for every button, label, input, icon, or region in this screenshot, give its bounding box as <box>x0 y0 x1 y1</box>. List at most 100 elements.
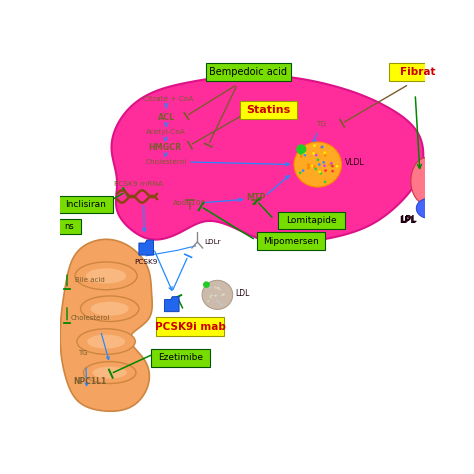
Ellipse shape <box>330 164 333 167</box>
Ellipse shape <box>319 172 322 174</box>
FancyBboxPatch shape <box>206 63 292 82</box>
Ellipse shape <box>324 169 327 172</box>
Text: LPL: LPL <box>401 215 417 224</box>
Ellipse shape <box>324 154 327 157</box>
Ellipse shape <box>311 165 314 167</box>
Ellipse shape <box>312 152 315 155</box>
Text: Acetyl-CoA: Acetyl-CoA <box>146 129 186 135</box>
Text: ApoB100: ApoB100 <box>173 200 207 206</box>
FancyBboxPatch shape <box>240 101 297 118</box>
Ellipse shape <box>296 144 306 154</box>
Ellipse shape <box>215 287 217 289</box>
Ellipse shape <box>321 146 324 148</box>
Ellipse shape <box>77 329 135 355</box>
Text: Cholesterol: Cholesterol <box>71 315 110 321</box>
Text: TG: TG <box>78 349 88 356</box>
Ellipse shape <box>83 362 136 383</box>
Text: Cholesterol: Cholesterol <box>146 159 187 165</box>
Text: Mipomersen: Mipomersen <box>263 237 319 246</box>
Ellipse shape <box>92 366 127 379</box>
Ellipse shape <box>214 295 217 297</box>
Ellipse shape <box>81 296 139 321</box>
Ellipse shape <box>313 144 316 147</box>
Ellipse shape <box>210 287 211 289</box>
Ellipse shape <box>322 161 325 164</box>
Polygon shape <box>139 240 154 255</box>
Text: Fibrat: Fibrat <box>401 67 436 77</box>
Ellipse shape <box>331 165 334 167</box>
Ellipse shape <box>75 262 137 290</box>
Text: NPC1L1: NPC1L1 <box>74 377 107 386</box>
Ellipse shape <box>91 301 128 316</box>
FancyBboxPatch shape <box>278 211 345 229</box>
Ellipse shape <box>323 164 326 167</box>
Ellipse shape <box>302 169 304 172</box>
Polygon shape <box>111 75 423 243</box>
Text: ACL: ACL <box>158 113 175 122</box>
Ellipse shape <box>307 167 310 170</box>
Text: Inclisiran: Inclisiran <box>65 200 106 209</box>
Ellipse shape <box>209 295 211 297</box>
Polygon shape <box>60 239 152 411</box>
Ellipse shape <box>86 268 126 283</box>
Text: PCSK9: PCSK9 <box>135 259 158 265</box>
FancyBboxPatch shape <box>58 219 82 234</box>
Ellipse shape <box>314 168 317 171</box>
Ellipse shape <box>303 152 306 155</box>
Ellipse shape <box>218 301 220 303</box>
Ellipse shape <box>328 163 331 166</box>
Text: Bempedoic acid: Bempedoic acid <box>210 67 287 77</box>
Ellipse shape <box>207 300 209 302</box>
Ellipse shape <box>223 293 225 296</box>
Ellipse shape <box>336 165 338 168</box>
Ellipse shape <box>216 299 218 301</box>
Ellipse shape <box>220 304 222 306</box>
Text: PCSK9i mab: PCSK9i mab <box>155 322 226 332</box>
Text: LDLr: LDLr <box>205 239 221 245</box>
Ellipse shape <box>416 198 442 219</box>
Ellipse shape <box>330 162 333 164</box>
FancyBboxPatch shape <box>151 349 210 367</box>
Text: MTP: MTP <box>246 193 265 202</box>
Ellipse shape <box>313 165 316 168</box>
Ellipse shape <box>299 152 302 155</box>
Ellipse shape <box>211 294 213 296</box>
Ellipse shape <box>331 170 334 173</box>
Ellipse shape <box>299 172 301 174</box>
Polygon shape <box>164 297 179 311</box>
FancyBboxPatch shape <box>257 232 325 250</box>
Ellipse shape <box>217 287 219 289</box>
Ellipse shape <box>318 163 321 166</box>
Text: Ezetimibe: Ezetimibe <box>158 354 203 363</box>
Text: PCSK9 mRNA: PCSK9 mRNA <box>114 181 164 187</box>
Text: VLDL: VLDL <box>345 158 365 167</box>
FancyBboxPatch shape <box>155 318 224 337</box>
Ellipse shape <box>300 155 303 158</box>
Text: Statins: Statins <box>246 105 291 115</box>
Text: Bile acid: Bile acid <box>75 276 105 283</box>
Ellipse shape <box>320 146 323 148</box>
Text: LDL: LDL <box>236 289 250 298</box>
Ellipse shape <box>214 286 216 288</box>
FancyBboxPatch shape <box>389 63 447 82</box>
Ellipse shape <box>324 181 327 183</box>
Ellipse shape <box>411 157 444 205</box>
Text: HMGCR: HMGCR <box>148 143 181 152</box>
Text: Citrate + CoA: Citrate + CoA <box>143 96 193 102</box>
Ellipse shape <box>210 297 212 299</box>
Ellipse shape <box>221 294 223 296</box>
FancyBboxPatch shape <box>57 196 113 213</box>
Text: ns: ns <box>64 222 74 231</box>
Ellipse shape <box>303 154 306 156</box>
Ellipse shape <box>307 165 310 168</box>
Ellipse shape <box>315 154 318 156</box>
Ellipse shape <box>216 294 218 296</box>
Text: Lomitapide: Lomitapide <box>286 216 337 225</box>
Text: TG: TG <box>316 121 327 128</box>
Ellipse shape <box>323 152 326 154</box>
Ellipse shape <box>317 158 319 161</box>
Ellipse shape <box>219 289 221 291</box>
Ellipse shape <box>202 280 233 310</box>
Ellipse shape <box>318 171 321 173</box>
Ellipse shape <box>307 163 310 166</box>
